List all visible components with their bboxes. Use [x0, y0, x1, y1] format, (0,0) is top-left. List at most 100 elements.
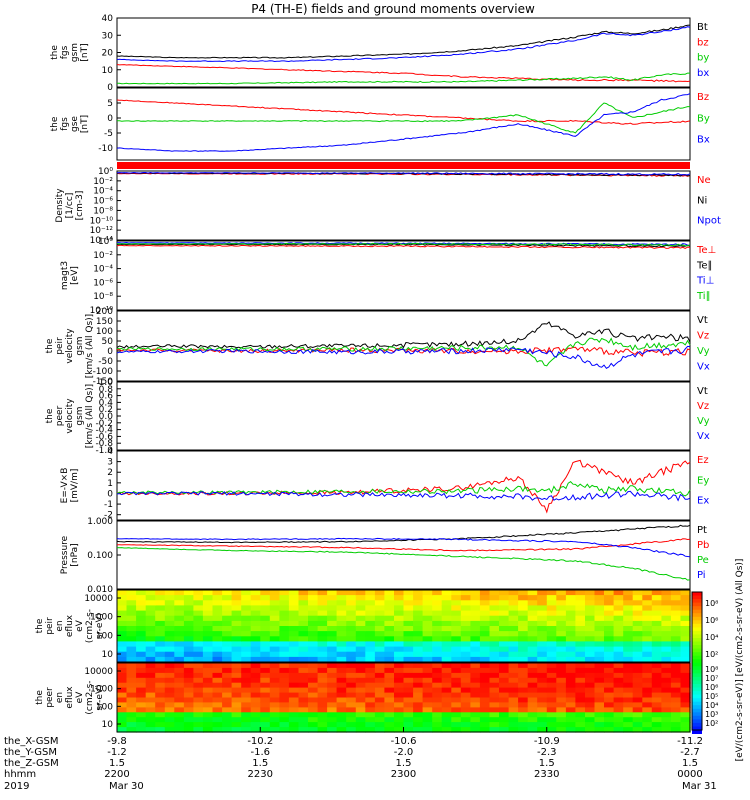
heatmap-cell — [661, 687, 672, 694]
heatmap-cell — [250, 605, 261, 612]
heatmap-cell — [642, 626, 653, 632]
heatmap-cell — [145, 595, 156, 601]
heatmap-cell — [518, 727, 529, 733]
heatmap-cell — [594, 672, 605, 679]
heatmap-cell — [556, 620, 567, 627]
heatmap-cell — [680, 717, 691, 723]
heatmap-cell — [336, 605, 347, 612]
y-tick-label: -2 — [104, 511, 113, 521]
heatmap-cell — [432, 651, 443, 658]
heatmap-cell — [231, 656, 242, 663]
heatmap-cell — [155, 620, 166, 627]
heatmap-cell — [651, 605, 662, 612]
heatmap-cell — [613, 697, 624, 703]
heatmap-cell — [374, 712, 386, 718]
heatmap-cell — [136, 600, 147, 606]
panel-density: Density [1/cc] [cm-3]10⁰10⁻²10⁻⁴10⁻⁶10⁻⁸10… — [55, 167, 721, 246]
heatmap-cell — [470, 610, 481, 617]
heatmap-cell — [546, 667, 557, 674]
heatmap-cell — [527, 620, 538, 627]
heatmap-cell — [269, 590, 280, 596]
heatmap-cell — [346, 626, 357, 632]
heatmap-cell — [346, 636, 357, 642]
heatmap-cell — [451, 600, 462, 606]
heatmap-cell — [508, 656, 519, 663]
heatmap-cell — [269, 636, 280, 642]
heatmap-cell — [460, 687, 471, 694]
heatmap-cell — [565, 707, 577, 713]
heatmap-cell — [546, 677, 557, 684]
heatmap-cell — [432, 620, 443, 627]
heatmap-cell — [212, 605, 223, 612]
heatmap-cell — [432, 610, 443, 617]
heatmap-cell — [183, 626, 195, 632]
heatmap-cell — [661, 646, 672, 653]
heatmap-cell — [680, 663, 691, 669]
heatmap-cell — [470, 697, 481, 703]
y-axis-label: the — [50, 45, 60, 60]
heatmap-cell — [670, 692, 682, 699]
heatmap-cell — [384, 620, 395, 627]
heatmap-cell — [479, 590, 491, 596]
heatmap-cell — [670, 672, 682, 679]
heatmap-cell — [183, 702, 195, 708]
heatmap-cell — [346, 722, 357, 728]
heatmap-cell — [212, 590, 223, 596]
x-tick-label: -1.2 — [107, 747, 127, 758]
legend-Pb: Pb — [697, 540, 709, 551]
heatmap-cell — [164, 605, 175, 612]
heatmap-cell — [155, 651, 166, 658]
heatmap-cell — [527, 712, 538, 718]
y-tick-label: 10000 — [84, 594, 113, 604]
heatmap-cell — [527, 600, 538, 606]
heatmap-cell — [260, 626, 271, 632]
heatmap-cell — [632, 682, 643, 689]
heatmap-cell — [422, 687, 433, 694]
heatmap-cell — [279, 636, 290, 642]
heatmap-cell — [670, 667, 682, 674]
heatmap-cell — [136, 687, 147, 694]
heatmap-cell — [432, 717, 443, 723]
heatmap-cell — [317, 610, 328, 617]
heatmap-cell — [308, 692, 319, 699]
heatmap-cell — [317, 682, 328, 689]
y-tick-label: 0 — [107, 489, 113, 499]
heatmap-cell — [537, 702, 548, 708]
colorbar-tick: 10⁶ — [705, 683, 718, 692]
heatmap-cell — [537, 641, 548, 648]
heatmap-cell — [327, 610, 338, 617]
heatmap-cell — [355, 631, 366, 637]
x-tick-label: Mar 31 — [682, 781, 717, 792]
heatmap-cell — [212, 707, 223, 713]
heatmap-cell — [336, 651, 347, 658]
heatmap-cell — [365, 636, 376, 642]
heatmap-cell — [527, 667, 538, 674]
heatmap-cell — [155, 727, 166, 733]
heatmap-cell — [508, 651, 519, 658]
y-axis-label: [nT] — [80, 43, 90, 61]
heatmap-cell — [585, 682, 596, 689]
heatmap-cell — [126, 641, 137, 648]
heatmap-cell — [651, 595, 662, 601]
heatmap-cell — [231, 590, 242, 596]
heatmap-cell — [384, 656, 395, 663]
heatmap-cell — [327, 712, 338, 718]
heatmap-cell — [403, 687, 414, 694]
heatmap-cell — [231, 615, 242, 622]
heatmap-cell — [193, 600, 204, 606]
heatmap-cell — [527, 615, 538, 622]
heatmap-cell — [413, 636, 424, 642]
heatmap-cell — [518, 702, 529, 708]
heatmap-cell — [670, 697, 682, 703]
legend-Pe: Pe — [697, 555, 709, 566]
heatmap-cell — [537, 626, 548, 632]
y-tick-label: -100 — [93, 367, 114, 377]
heatmap-cell — [126, 595, 137, 601]
heatmap-cell — [537, 687, 548, 694]
heatmap-cell — [422, 636, 433, 642]
heatmap-cell — [164, 672, 175, 679]
heatmap-cell — [174, 636, 185, 642]
y-axis-label: fgs — [60, 117, 70, 131]
heatmap-cell — [145, 610, 156, 617]
heatmap-cell — [651, 702, 662, 708]
